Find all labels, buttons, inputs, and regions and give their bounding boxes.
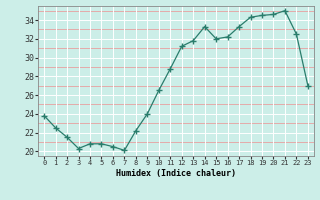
X-axis label: Humidex (Indice chaleur): Humidex (Indice chaleur) [116, 169, 236, 178]
